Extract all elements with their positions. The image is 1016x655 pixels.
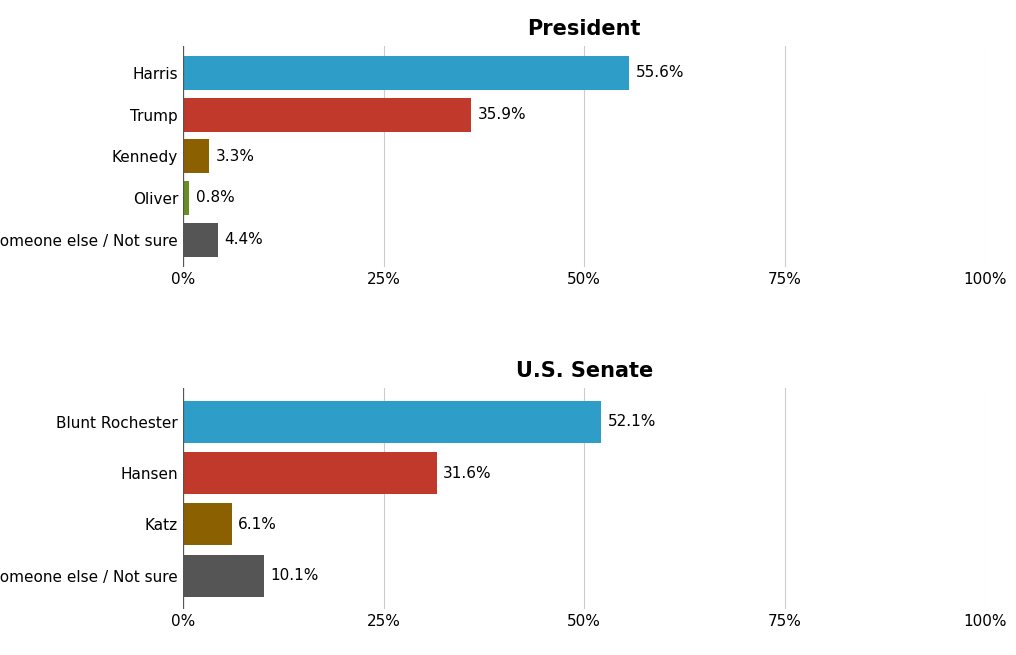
Text: 31.6%: 31.6%	[443, 466, 492, 481]
Bar	[183, 401, 601, 443]
Text: 6.1%: 6.1%	[239, 517, 277, 532]
Text: 4.4%: 4.4%	[225, 232, 263, 247]
Bar	[183, 452, 437, 494]
Text: 10.1%: 10.1%	[270, 569, 319, 583]
Bar	[183, 98, 471, 132]
Bar	[183, 555, 264, 597]
Bar	[183, 503, 232, 546]
Title: President: President	[527, 19, 641, 39]
Text: 35.9%: 35.9%	[478, 107, 526, 122]
Bar	[183, 223, 218, 257]
Text: 3.3%: 3.3%	[215, 149, 255, 164]
Text: 52.1%: 52.1%	[608, 414, 656, 429]
Text: 55.6%: 55.6%	[636, 66, 684, 81]
Text: 0.8%: 0.8%	[196, 191, 235, 206]
Bar	[183, 140, 209, 174]
Bar	[183, 181, 189, 215]
Title: U.S. Senate: U.S. Senate	[515, 361, 653, 381]
Bar	[183, 56, 629, 90]
